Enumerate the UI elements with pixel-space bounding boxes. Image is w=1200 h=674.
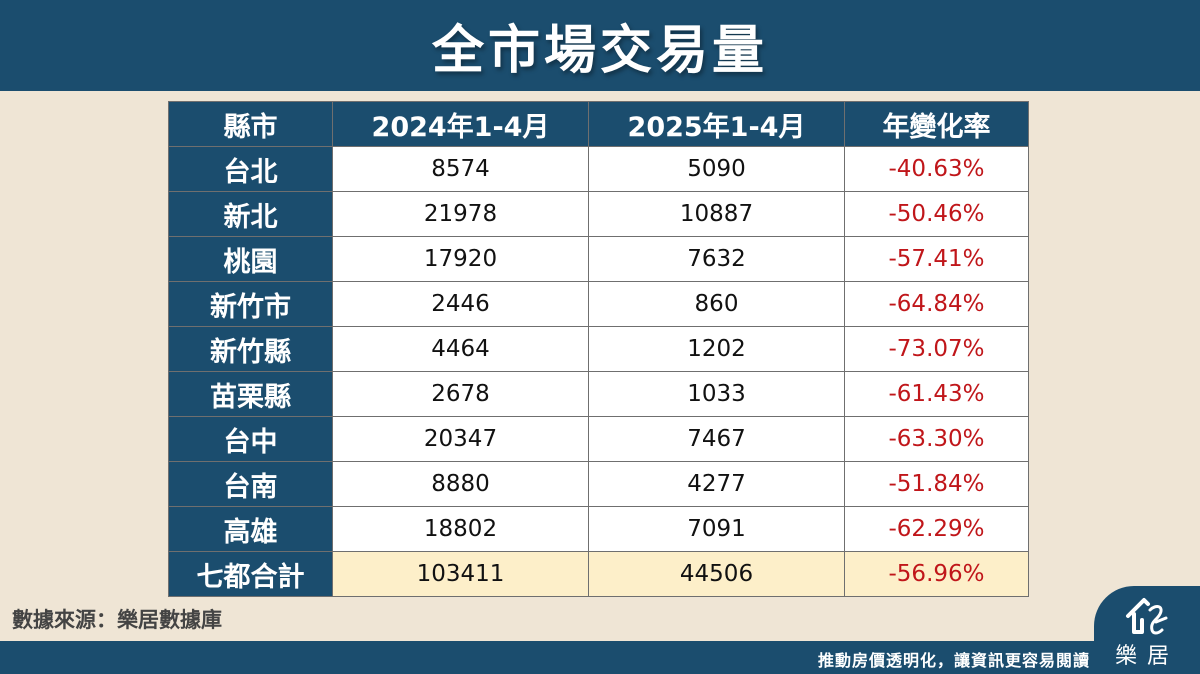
rate-cell: -73.07% bbox=[844, 326, 1029, 372]
value-2024-cell: 17920 bbox=[332, 236, 589, 282]
header-2024: 2024年1-4月 bbox=[332, 101, 589, 147]
header-rate: 年變化率 bbox=[844, 101, 1029, 147]
city-cell: 新竹市 bbox=[168, 281, 333, 327]
value-2024-cell: 2678 bbox=[332, 371, 589, 417]
rate-cell: -40.63% bbox=[844, 146, 1029, 192]
city-cell: 高雄 bbox=[168, 506, 333, 552]
house-logo-icon bbox=[1126, 598, 1168, 635]
value-2024-cell: 21978 bbox=[332, 191, 589, 237]
city-cell: 新北 bbox=[168, 191, 333, 237]
value-2025-cell: 7632 bbox=[588, 236, 845, 282]
rate-cell: -63.30% bbox=[844, 416, 1029, 462]
total-2025-cell: 44506 bbox=[588, 551, 845, 597]
table-row: 台南 8880 4277 -51.84% bbox=[168, 461, 1029, 507]
value-2025-cell: 7467 bbox=[588, 416, 845, 462]
header-banner: 全市場交易量 bbox=[0, 0, 1200, 91]
logo-text: 樂居 bbox=[1114, 644, 1179, 669]
value-2025-cell: 7091 bbox=[588, 506, 845, 552]
page-title: 全市場交易量 bbox=[431, 21, 768, 81]
value-2024-cell: 18802 bbox=[332, 506, 589, 552]
value-2024-cell: 8574 bbox=[332, 146, 589, 192]
rate-cell: -50.46% bbox=[844, 191, 1029, 237]
city-cell: 苗栗縣 bbox=[168, 371, 333, 417]
footer-slogan: 推動房價透明化，讓資訊更容易閱讀 bbox=[817, 651, 1090, 670]
value-2025-cell: 1202 bbox=[588, 326, 845, 372]
value-2025-cell: 10887 bbox=[588, 191, 845, 237]
city-cell: 新竹縣 bbox=[168, 326, 333, 372]
total-2024-cell: 103411 bbox=[332, 551, 589, 597]
total-label-cell: 七都合計 bbox=[168, 551, 333, 597]
total-rate-cell: -56.96% bbox=[844, 551, 1029, 597]
value-2024-cell: 4464 bbox=[332, 326, 589, 372]
value-2025-cell: 860 bbox=[588, 281, 845, 327]
table-row: 苗栗縣 2678 1033 -61.43% bbox=[168, 371, 1029, 417]
value-2025-cell: 5090 bbox=[588, 146, 845, 192]
table-row: 新北 21978 10887 -50.46% bbox=[168, 191, 1029, 237]
header-2025: 2025年1-4月 bbox=[588, 101, 845, 147]
rate-cell: -51.84% bbox=[844, 461, 1029, 507]
table-row: 台北 8574 5090 -40.63% bbox=[168, 146, 1029, 192]
value-2024-cell: 2446 bbox=[332, 281, 589, 327]
table-header-row: 縣市 2024年1-4月 2025年1-4月 年變化率 bbox=[168, 101, 1029, 147]
rate-cell: -62.29% bbox=[844, 506, 1029, 552]
brand-logo: 樂居 bbox=[1094, 586, 1200, 674]
table-row: 台中 20347 7467 -63.30% bbox=[168, 416, 1029, 462]
transaction-table: 縣市 2024年1-4月 2025年1-4月 年變化率 台北 8574 5090… bbox=[168, 101, 1029, 597]
rate-cell: -57.41% bbox=[844, 236, 1029, 282]
value-2024-cell: 8880 bbox=[332, 461, 589, 507]
data-source-note: 數據來源：樂居數據庫 bbox=[12, 608, 222, 632]
value-2025-cell: 1033 bbox=[588, 371, 845, 417]
value-2024-cell: 20347 bbox=[332, 416, 589, 462]
city-cell: 台北 bbox=[168, 146, 333, 192]
rate-cell: -64.84% bbox=[844, 281, 1029, 327]
city-cell: 台南 bbox=[168, 461, 333, 507]
table-row: 桃園 17920 7632 -57.41% bbox=[168, 236, 1029, 282]
table-row: 新竹縣 4464 1202 -73.07% bbox=[168, 326, 1029, 372]
header-city: 縣市 bbox=[168, 101, 333, 147]
city-cell: 桃園 bbox=[168, 236, 333, 282]
city-cell: 台中 bbox=[168, 416, 333, 462]
footer-bar: 推動房價透明化，讓資訊更容易閱讀 bbox=[0, 641, 1200, 674]
value-2025-cell: 4277 bbox=[588, 461, 845, 507]
table-total-row: 七都合計 103411 44506 -56.96% bbox=[168, 551, 1029, 597]
rate-cell: -61.43% bbox=[844, 371, 1029, 417]
table-row: 新竹市 2446 860 -64.84% bbox=[168, 281, 1029, 327]
table-row: 高雄 18802 7091 -62.29% bbox=[168, 506, 1029, 552]
